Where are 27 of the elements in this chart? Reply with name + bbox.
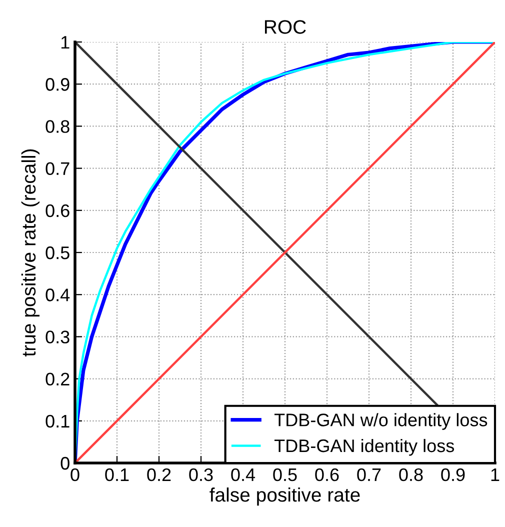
y-tick-label: 1	[61, 36, 70, 49]
y-tick-label: 0	[60, 456, 70, 470]
x-tick-label: 0.7	[357, 468, 381, 482]
y-axis-title: true positive rate (recall)	[21, 149, 40, 356]
y-tick-label: 0.6	[46, 204, 70, 218]
y-tick-label: 0.3	[46, 330, 70, 344]
x-tick-label: 1	[491, 468, 500, 481]
legend-label: TDB-GAN identity loss	[274, 438, 454, 456]
x-tick-label: 0.4	[231, 468, 256, 482]
y-tick-label: 0.1	[46, 414, 70, 428]
y-tick-label: 0.2	[46, 372, 70, 386]
x-tick-label: 0.6	[315, 468, 339, 482]
legend-label: TDB-GAN w/o identity loss	[274, 413, 488, 430]
x-tick-label: 0.3	[189, 468, 213, 482]
x-axis-title: false positive rate	[210, 487, 360, 506]
y-tick-label: 0.7	[46, 162, 70, 176]
y-tick-label: 0.8	[46, 120, 70, 133]
x-tick-label: 0.2	[147, 468, 171, 482]
x-tick-label: 0.8	[399, 468, 423, 482]
x-tick-label: 0.1	[105, 468, 129, 482]
chart-title: ROC	[264, 20, 306, 34]
y-tick-label: 0.5	[46, 246, 70, 260]
y-tick-label: 0.9	[46, 78, 70, 91]
x-tick-label: 0.9	[441, 468, 465, 482]
y-tick-label: 0.4	[46, 288, 70, 302]
x-tick-label: 0	[70, 468, 80, 482]
x-tick-label: 0.5	[273, 468, 297, 482]
